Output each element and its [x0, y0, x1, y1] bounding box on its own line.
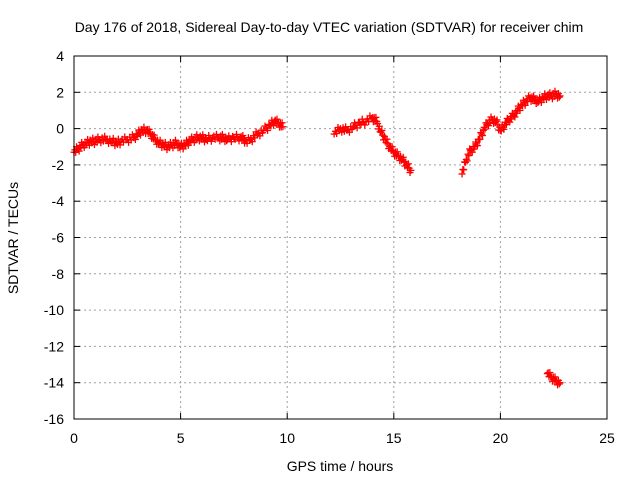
data-point-interp	[555, 93, 563, 101]
data-point-interp	[278, 119, 286, 127]
data-point-interp	[383, 135, 391, 143]
data-point-interp	[404, 160, 412, 168]
data-point-interp	[333, 130, 341, 138]
x-axis-label: GPS time / hours	[287, 458, 394, 474]
data-point-interp	[248, 138, 256, 146]
y-tick-label: -10	[44, 302, 64, 318]
x-tick-label: 20	[493, 430, 509, 446]
grid	[74, 56, 607, 419]
x-tick-label: 10	[279, 430, 295, 446]
data-point	[279, 123, 287, 131]
data-point-interp	[393, 148, 401, 156]
plot-frame	[73, 55, 608, 420]
data-point-interp	[361, 121, 369, 129]
y-tick-label: -4	[52, 193, 65, 209]
data-point	[556, 92, 564, 100]
data-point-interp	[476, 135, 484, 143]
data-point-interp	[273, 115, 281, 123]
y-tick-label: 2	[56, 84, 64, 100]
data-point-interp	[465, 152, 473, 160]
y-tick-label: -16	[44, 411, 64, 427]
data-point	[556, 379, 564, 387]
x-tick-label: 5	[177, 430, 185, 446]
data-point-interp	[235, 137, 243, 145]
x-tick-label: 15	[386, 430, 402, 446]
x-tick-label: 25	[599, 430, 615, 446]
data-point-interp	[207, 137, 215, 145]
data-point-interp	[555, 380, 563, 388]
y-tick-label: -14	[44, 375, 64, 391]
data-points	[70, 87, 564, 389]
data-point-interp	[353, 124, 361, 132]
data-point-interp	[478, 131, 486, 139]
data-point-interp	[264, 126, 272, 134]
data-point-interp	[378, 126, 386, 134]
data-point-interp	[464, 150, 472, 158]
data-point-interp	[481, 125, 489, 133]
data-point-interp	[101, 132, 109, 140]
data-point-interp	[460, 166, 468, 174]
y-tick-label: -8	[52, 266, 65, 282]
data-point-interp	[251, 134, 259, 142]
data-point	[458, 170, 466, 178]
data-point-interp	[500, 125, 508, 133]
data-point-interp	[150, 131, 158, 139]
y-tick-label: 4	[56, 48, 64, 64]
y-axis-label: SDTVAR / TECUs	[5, 182, 21, 294]
data-point-interp	[521, 101, 529, 109]
data-point-interp	[511, 113, 519, 121]
data-point-interp	[551, 373, 559, 381]
data-point-interp	[546, 369, 554, 377]
data-point-interp	[372, 113, 380, 121]
data-point-interp	[232, 130, 240, 138]
data-point-interp	[399, 153, 407, 161]
data-point-interp	[388, 143, 396, 151]
data-point	[462, 155, 470, 163]
data-point	[492, 117, 500, 125]
y-tick-label: -6	[52, 230, 65, 246]
data-point-interp	[530, 92, 538, 100]
data-point-interp	[375, 122, 383, 130]
data-point-interp	[463, 157, 471, 165]
data-point	[202, 135, 210, 143]
data-point	[356, 119, 364, 127]
data-point-interp	[145, 125, 153, 133]
data-point-interp	[227, 138, 235, 146]
data-point-interp	[516, 106, 524, 114]
data-point-interp	[493, 116, 501, 124]
data-point-interp	[473, 142, 481, 150]
y-tick-label: -2	[52, 157, 65, 173]
x-tick-label: 0	[70, 430, 78, 446]
data-point	[407, 166, 415, 174]
data-point-interp	[239, 131, 247, 139]
data-point-interp	[478, 130, 486, 138]
y-tick-label: 0	[56, 121, 64, 137]
y-tick-label: -12	[44, 338, 64, 354]
chart-title: Day 176 of 2018, Sidereal Day-to-day VTE…	[75, 19, 584, 35]
